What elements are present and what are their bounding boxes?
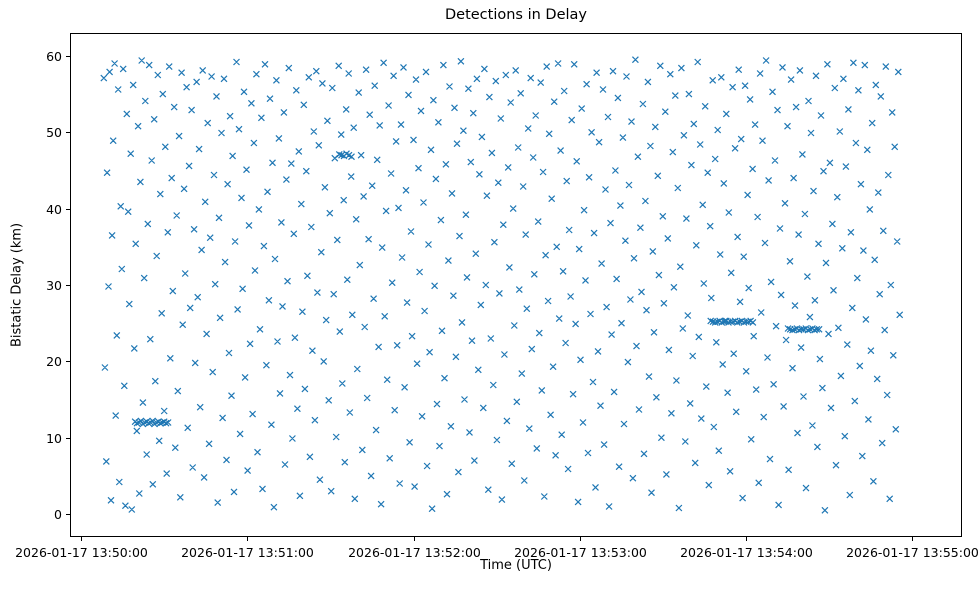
y-tick-label: 0 [54, 507, 62, 522]
y-tick-label: 40 [46, 202, 62, 217]
x-tick-label: 2026-01-17 13:52:00 [348, 545, 481, 560]
x-axis-label: Time (UTC) [480, 558, 552, 573]
scatter-points [100, 56, 904, 514]
x-tick-label: 2026-01-17 13:53:00 [514, 545, 647, 560]
x-tick-label: 2026-01-17 13:51:00 [181, 545, 314, 560]
y-tick-label: 30 [46, 278, 62, 293]
y-tick-label: 20 [46, 354, 62, 369]
y-tick-label: 60 [46, 49, 62, 64]
x-tick-label: 2026-01-17 13:55:00 [846, 545, 979, 560]
axes-frame [70, 33, 962, 537]
x-tick-label: 2026-01-17 13:54:00 [680, 545, 813, 560]
x-tick-label: 2026-01-17 13:50:00 [15, 545, 148, 560]
y-tick-label: 50 [46, 125, 62, 140]
y-tick-label: 10 [46, 431, 62, 446]
chart-title: Detections in Delay [444, 7, 587, 23]
